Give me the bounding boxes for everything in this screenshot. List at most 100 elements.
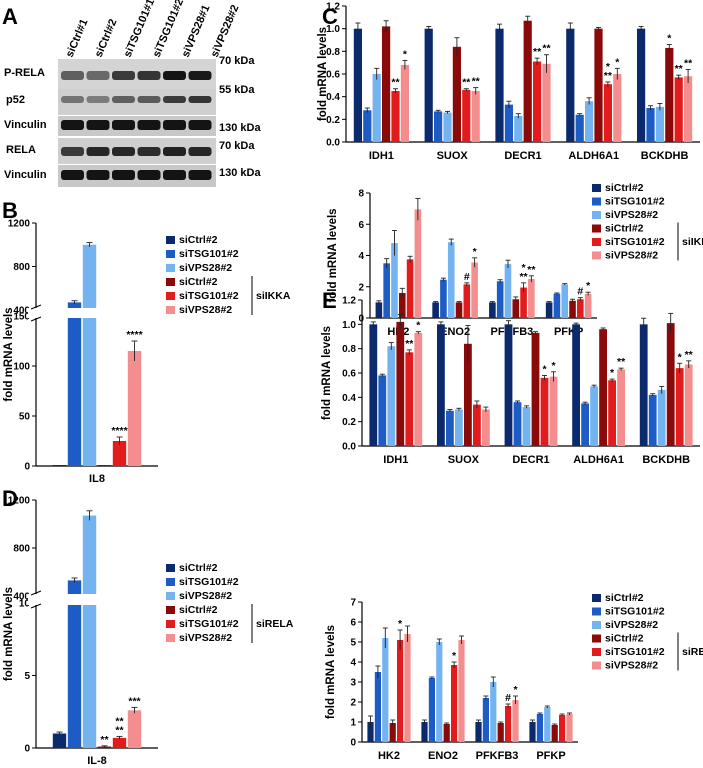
y-tick-label: 1 xyxy=(350,718,356,729)
blot-marker: 70 kDa xyxy=(219,140,255,152)
significance-mark: ** xyxy=(685,349,694,361)
legend-swatch xyxy=(166,292,175,300)
bar xyxy=(440,279,447,318)
bar xyxy=(594,28,603,143)
legend-swatch xyxy=(166,250,175,258)
legend-swatch xyxy=(592,224,601,233)
bar xyxy=(391,91,400,142)
bar xyxy=(443,112,452,142)
blot-band xyxy=(86,120,110,130)
bar xyxy=(112,441,127,466)
axis-break-mark xyxy=(30,603,42,609)
significance-mark: ** xyxy=(533,46,542,58)
blot-lane-label: siCtrl#2 xyxy=(93,17,120,59)
significance-mark: **** xyxy=(126,329,143,341)
significance-mark: *** xyxy=(128,695,141,707)
significance-mark: * xyxy=(522,262,527,274)
blot-band xyxy=(61,147,84,156)
bar xyxy=(437,324,445,446)
bar xyxy=(489,302,496,318)
y-tick-label: 0.0 xyxy=(326,138,340,149)
blot-marker: 70 kDa xyxy=(219,55,255,67)
bar xyxy=(428,678,435,742)
bar xyxy=(383,263,390,318)
bar xyxy=(471,91,480,142)
bar xyxy=(434,111,443,142)
x-category-label: BCKDHB xyxy=(642,454,690,466)
panel-letter-e: E xyxy=(322,288,337,313)
legend-label: siTSG101#2 xyxy=(179,248,239,260)
significance-mark: ** xyxy=(604,70,613,82)
legend-label: siVPS28#2 xyxy=(179,304,232,316)
bar xyxy=(452,46,461,142)
y-tick-label: 0.4 xyxy=(326,92,340,103)
bar xyxy=(505,706,512,742)
x-category-label: SUOX xyxy=(448,454,480,466)
y-tick-label: 8 xyxy=(358,189,364,200)
legend-label: siVPS28#2 xyxy=(605,250,658,262)
significance-mark: ** xyxy=(472,76,481,88)
legend-label: siCtrl#2 xyxy=(605,592,644,604)
y-tick-label: 2 xyxy=(358,282,364,293)
bar xyxy=(665,47,674,142)
y-axis-label: fold mRNA levels xyxy=(321,326,333,420)
y-tick-label: 6 xyxy=(350,618,356,629)
y-tick-label: 400 xyxy=(13,592,30,603)
bar xyxy=(504,104,513,142)
legend-label: siVPS28#2 xyxy=(605,660,658,672)
bar xyxy=(471,262,478,318)
bar xyxy=(363,110,372,142)
bar xyxy=(421,722,428,742)
y-tick-label: 0.0 xyxy=(342,442,356,453)
bar xyxy=(603,84,612,142)
y-tick-label: 1200 xyxy=(8,496,31,507)
bar xyxy=(497,723,504,742)
bar xyxy=(657,390,666,446)
bar xyxy=(585,101,594,142)
y-tick-label: 4 xyxy=(358,251,364,262)
legend-label: siVPS28#2 xyxy=(179,262,232,274)
y-tick-label: 1.0 xyxy=(342,320,356,331)
axis-break-mark xyxy=(30,304,42,310)
blot-row-label: Vinculin xyxy=(4,169,47,181)
significance-mark: * xyxy=(513,684,518,696)
significance-mark: ** xyxy=(617,356,626,368)
blot-band xyxy=(86,71,110,80)
bar xyxy=(475,722,482,742)
blot-band xyxy=(112,147,135,156)
legend-group-label: siIKKA xyxy=(682,236,703,248)
panel-letter-d: D xyxy=(2,486,18,511)
y-tick-label: 4 xyxy=(350,658,356,669)
bar xyxy=(414,209,422,318)
legend-swatch xyxy=(592,197,601,206)
significance-mark: * xyxy=(452,650,457,662)
bar xyxy=(639,324,648,446)
blot-band xyxy=(188,96,212,103)
blot-band xyxy=(137,96,161,103)
bar xyxy=(495,28,504,143)
bar xyxy=(389,723,396,742)
significance-mark: # xyxy=(577,286,583,298)
blot-band xyxy=(163,120,186,130)
legend-label: siCtrl#2 xyxy=(179,604,218,616)
legend-swatch xyxy=(592,648,601,656)
blot-row-label: RELA xyxy=(6,144,36,156)
x-category-label: ENO2 xyxy=(428,750,458,762)
panel-letter-b: B xyxy=(2,198,18,223)
y-tick-label: 150 xyxy=(13,312,30,323)
y-tick-label: 0.8 xyxy=(342,344,356,355)
significance-mark: # xyxy=(505,692,511,704)
axis-break xyxy=(28,308,166,318)
y-tick-label: 0 xyxy=(350,738,356,749)
x-category-label: IDH1 xyxy=(369,150,394,162)
blot-lane-label: siVPS28#2 xyxy=(209,3,242,59)
x-category-label: BCKDHB xyxy=(641,150,689,162)
bar xyxy=(396,321,405,446)
significance-mark: * xyxy=(551,360,556,372)
significance-mark: ** xyxy=(100,734,109,746)
